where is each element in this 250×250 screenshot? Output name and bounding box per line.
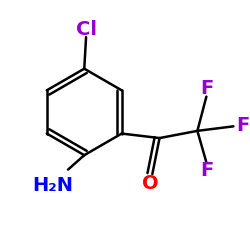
Text: F: F <box>201 79 214 98</box>
Text: F: F <box>201 161 214 180</box>
Text: Cl: Cl <box>76 20 98 38</box>
Text: F: F <box>236 116 249 135</box>
Text: O: O <box>142 174 159 193</box>
Text: H₂N: H₂N <box>32 176 73 195</box>
